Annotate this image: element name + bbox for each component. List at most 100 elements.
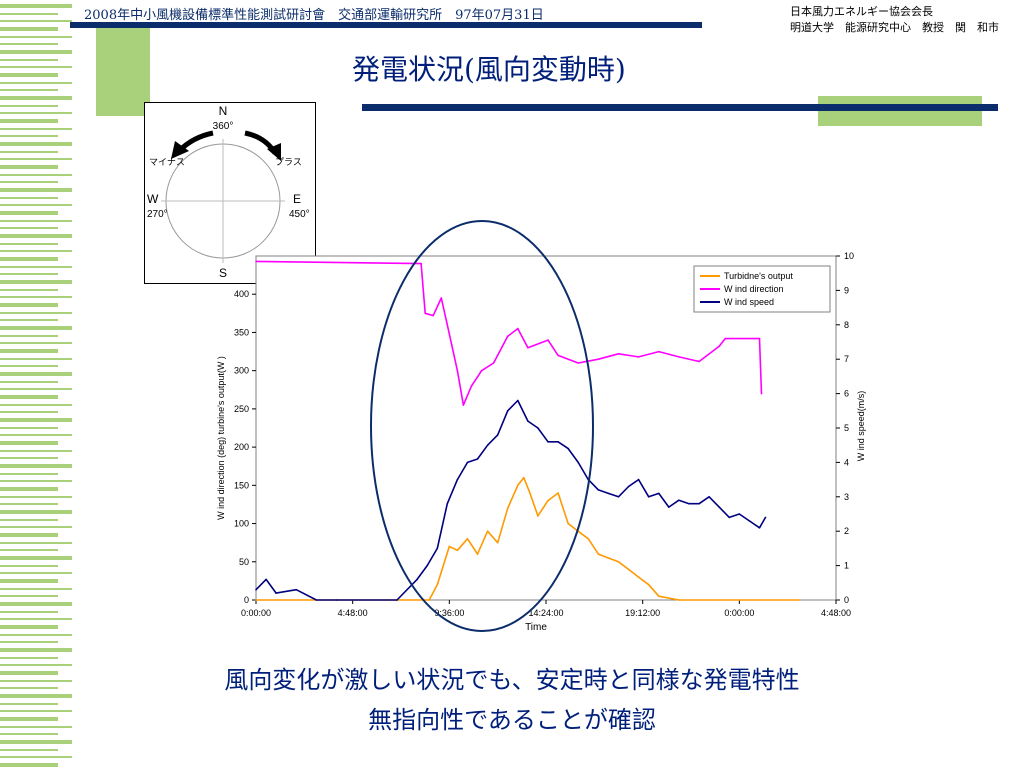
decorative-side-stripes (0, 4, 72, 767)
stripe (0, 733, 58, 735)
turbine-output-series-point (486, 530, 489, 532)
compass-graphic: N 360° マイナス プラス W 270° E 450° S (147, 104, 310, 280)
stripe (0, 740, 72, 744)
wind-speed-series-point (708, 496, 710, 498)
stripe (0, 82, 72, 84)
left-tick-label: 400 (234, 289, 249, 299)
wind-speed-series-point (537, 427, 539, 429)
wind-speed-series-point (668, 506, 670, 508)
turbine-output-series (256, 476, 800, 601)
compass-north-degree: 360° (213, 121, 234, 132)
left-tick-label: 350 (234, 327, 249, 337)
wind-speed-series-point (295, 588, 298, 591)
stripe (0, 388, 72, 390)
right-tick-label: 5 (844, 423, 849, 433)
stripe (0, 487, 58, 491)
turbine-output-series-point (587, 538, 590, 540)
turbine-output-series-point (627, 568, 630, 571)
wind-direction-series-point (527, 346, 529, 349)
turbine-output-series-point (496, 541, 499, 544)
turbine-output-series-point (537, 515, 539, 517)
stripe (0, 312, 72, 314)
stripe (0, 457, 58, 459)
stripe (0, 326, 72, 330)
stripe (0, 165, 58, 169)
stripe (0, 726, 72, 728)
x-tick-label: 19:12:00 (625, 608, 660, 618)
stripe (0, 625, 58, 629)
stripe (0, 634, 72, 636)
stripe (0, 503, 58, 505)
stripe (0, 59, 58, 61)
stripe (0, 657, 58, 659)
highlight-ellipse (370, 220, 594, 632)
stripe (0, 158, 72, 160)
wind-direction-series-point (577, 362, 579, 364)
legend-label: W ind speed (724, 297, 774, 307)
turbine-output-series-point (637, 576, 640, 578)
turbine-output-series-point (597, 553, 600, 555)
stripe (0, 227, 58, 229)
stripe (0, 349, 58, 353)
stripe (0, 266, 72, 268)
stripe (0, 703, 58, 705)
wind-direction-series-point (597, 358, 600, 360)
left-tick-label: 250 (234, 404, 249, 414)
turbine-output-series-point (647, 583, 650, 586)
stripe (0, 533, 58, 537)
stripe (0, 556, 72, 560)
wind-direction-series-point (456, 369, 459, 372)
stripe (0, 641, 58, 643)
wind-direction-series-point (440, 297, 443, 299)
wind-speed-series-point (764, 516, 767, 519)
wind-speed-series-point (597, 489, 600, 491)
wind-speed-series-point (335, 599, 338, 601)
stripe (0, 296, 72, 298)
compass-west-label: W (147, 192, 159, 206)
compass-south-label: S (219, 266, 227, 280)
stripe (0, 181, 58, 183)
turbine-output-series-point (523, 476, 525, 479)
plus-arrow-head-icon (267, 143, 281, 161)
x-tick-label: 4:48:00 (338, 608, 368, 618)
stripe (0, 549, 58, 551)
wind-direction-series-point (698, 360, 700, 363)
stripe (0, 119, 58, 123)
compass-west-degree: 270° (147, 209, 168, 220)
stripe (0, 404, 72, 406)
wind-speed-series-point (255, 588, 257, 591)
wind-speed-series-point (446, 502, 449, 505)
turbine-output-series-point (617, 561, 620, 563)
compass-plus-label: プラス (275, 157, 302, 168)
right-tick-label: 3 (844, 492, 849, 502)
stripe (0, 602, 72, 606)
wind-speed-series-point (577, 461, 579, 464)
turbine-output-series-point (255, 599, 257, 601)
wind-direction-series-point (470, 385, 473, 387)
wind-speed-series-point (557, 441, 559, 443)
x-tick-label: 14:24:00 (528, 608, 563, 618)
wind-speed-series-point (466, 461, 469, 464)
organization-block: 日本風力エネルギー協会会長 明道大学 能源研究中心 教授 関 和市 (790, 4, 999, 36)
stripe (0, 572, 72, 574)
stripe (0, 36, 72, 38)
stripe (0, 464, 72, 468)
stripe (0, 648, 72, 652)
turbine-output-series-point (547, 499, 549, 502)
title-rule (362, 104, 998, 111)
wind-speed-series-point (275, 592, 277, 594)
stripe (0, 358, 72, 360)
legend-label: Turbidne's output (724, 271, 793, 281)
wind-direction-series-point (492, 362, 495, 364)
wind-speed-series-point (738, 513, 741, 515)
plot-area (255, 255, 837, 601)
stripe (0, 105, 58, 107)
stripe (0, 381, 58, 383)
right-tick-label: 0 (844, 595, 849, 605)
wind-speed-series-point (416, 578, 418, 581)
wind-direction-series-point (547, 339, 549, 341)
left-tick-label: 50 (239, 557, 249, 567)
turbine-output-series-point (517, 484, 519, 487)
stripe (0, 211, 58, 215)
wind-speed-series-point (426, 564, 428, 567)
